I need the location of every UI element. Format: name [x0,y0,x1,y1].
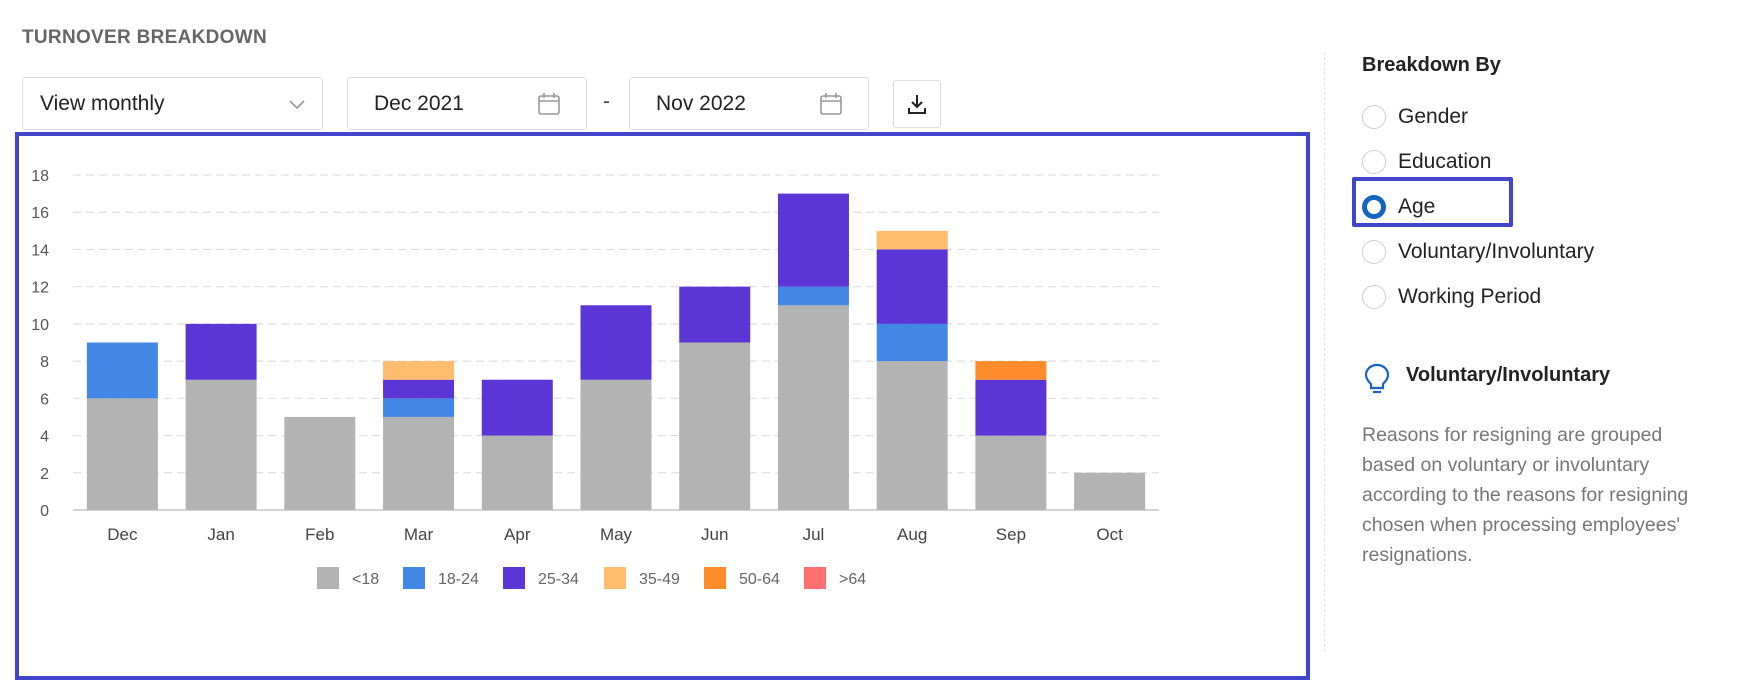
bar-segment [185,379,257,510]
date-range-separator: - [603,90,610,113]
breakdown-option-gender[interactable]: Gender [1362,94,1722,139]
legend-label: 25-34 [538,571,579,588]
legend-swatch [804,567,826,589]
bar-segment [383,361,455,380]
legend-label: <18 [352,571,379,588]
bar-segment [975,435,1047,510]
bar-segment [876,230,948,250]
info-title: Voluntary/Involuntary [1406,364,1611,386]
bar-segment [1074,472,1146,510]
x-tick-label: Apr [504,525,531,544]
download-icon [908,95,926,114]
legend-label: >64 [839,571,866,588]
bar-segment [679,286,751,343]
x-tick-label: Jan [207,525,234,544]
start-date-picker[interactable]: Dec 2021 [347,77,587,130]
option-label: Education [1398,149,1492,173]
breakdown-title: Breakdown By [1362,54,1501,76]
bar-segment [580,379,652,510]
breakdown-panel: Breakdown By Gender Education Age Volunt… [1362,54,1722,319]
x-tick-label: Mar [404,525,434,544]
bar-segment [975,361,1047,380]
bar-segment [975,379,1047,436]
legend-swatch [503,567,525,589]
panel-divider [1324,52,1325,652]
y-tick-label: 2 [40,466,49,483]
x-tick-label: May [600,525,633,544]
y-tick-label: 0 [40,503,49,520]
bar-segment [876,361,948,510]
bar-segment [86,342,158,399]
calendar-icon [820,93,842,115]
bar-segment [777,193,849,287]
x-tick-label: Oct [1096,525,1123,544]
bar-segment [383,398,455,417]
bar-segment [383,379,455,399]
y-tick-label: 18 [31,168,49,185]
breakdown-option-education[interactable]: Education [1362,139,1722,184]
x-tick-label: Dec [107,525,138,544]
radio-button-selected[interactable] [1362,194,1386,219]
radio-button[interactable] [1362,149,1386,174]
end-date-picker[interactable]: Nov 2022 [629,77,869,130]
bar-segment [481,379,553,436]
turnover-chart: 0 2 4 6 8 10 12 14 16 18 Dec Jan Feb Mar Apr May Jun Jul A… [15,132,1310,680]
legend-label: 18-24 [438,571,479,588]
bar-segment [383,416,455,510]
bar-segment [679,342,751,510]
y-tick-label: 6 [40,391,49,408]
view-mode-select[interactable]: View monthly [22,77,323,130]
x-tick-label: Aug [897,525,927,544]
option-label: Working Period [1398,284,1542,308]
y-tick-label: 8 [40,354,49,371]
bar-segment [777,305,849,510]
legend-swatch [604,567,626,589]
lightbulb-icon [1364,363,1390,394]
option-label: Voluntary/Involuntary [1398,239,1595,263]
radio-button[interactable] [1362,284,1386,309]
view-mode-value: View monthly [40,91,165,115]
option-label: Age [1398,194,1436,218]
start-date-value: Dec 2021 [374,91,464,115]
chart-canvas: 0 2 4 6 8 10 12 14 16 18 Dec Jan Feb Mar Apr May Jun Jul A… [31,168,1159,589]
radio-button[interactable] [1362,239,1386,264]
download-button[interactable] [893,80,941,128]
y-tick-label: 12 [31,280,49,297]
bar-segment [284,416,356,510]
section-title: TURNOVER BREAKDOWN [22,27,268,48]
end-date-value: Nov 2022 [656,91,746,115]
x-tick-label: Jun [701,525,728,544]
breakdown-option-working-period[interactable]: Working Period [1362,274,1722,319]
chevron-down-icon [289,100,305,110]
radio-button[interactable] [1362,104,1386,129]
breakdown-option-age[interactable]: Age [1362,184,1722,229]
legend-swatch [317,567,339,589]
y-tick-label: 14 [31,242,49,259]
selected-option-highlight [1352,177,1513,227]
legend-swatch [403,567,425,589]
bar-segment [777,286,849,306]
y-tick-label: 10 [31,317,49,334]
bar-segment [185,323,257,380]
calendar-icon [538,93,560,115]
x-tick-label: Sep [996,525,1026,544]
legend-label: 50-64 [739,571,780,588]
bar-segment [86,398,158,510]
info-header: Voluntary/Involuntary [1362,360,1610,396]
bar-segment [481,435,553,510]
x-tick-label: Feb [305,525,334,544]
y-tick-label: 4 [40,429,49,446]
bar-segment [580,305,652,380]
info-description: Reasons for resigning are grouped based … [1362,424,1689,566]
x-tick-label: Jul [803,525,825,544]
breakdown-option-voluntary[interactable]: Voluntary/Involuntary [1362,229,1722,274]
y-tick-label: 16 [31,205,49,222]
legend-swatch [704,567,726,589]
legend-label: 35-49 [639,571,680,588]
bar-segment [876,249,948,324]
option-label: Gender [1398,104,1469,128]
bar-segment [876,323,948,362]
